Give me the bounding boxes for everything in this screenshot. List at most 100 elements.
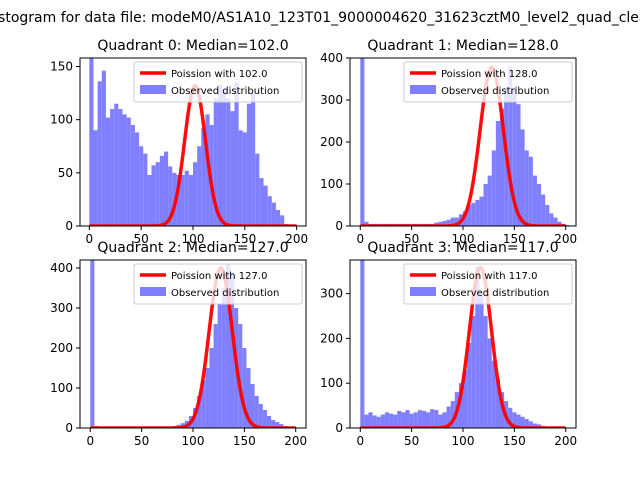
histogram-bar xyxy=(126,117,131,226)
histogram-bar xyxy=(475,199,480,226)
panel-title: Quadrant 0: Median=102.0 xyxy=(97,38,288,54)
legend: Poission with 117.0 Observed distribution xyxy=(403,263,573,305)
histogram-bar xyxy=(254,396,259,428)
legend: Poission with 128.0 Observed distribution xyxy=(403,61,573,103)
plot-area xyxy=(359,260,567,428)
histogram-bar xyxy=(475,266,480,428)
histogram-bar xyxy=(393,414,398,428)
histogram-bar xyxy=(463,369,468,428)
histogram-bar xyxy=(413,412,418,428)
histogram-bar xyxy=(217,304,222,428)
histogram-bar xyxy=(426,412,431,428)
histogram-bar xyxy=(147,174,152,226)
histogram-bar xyxy=(118,109,123,226)
histogram-bar xyxy=(376,416,381,428)
histogram-bar xyxy=(397,410,402,428)
histogram-bar xyxy=(520,129,525,226)
histogram-bar xyxy=(163,151,169,226)
quadrant-panels: 0 50 100 150 200 0 50 100 150 Poission with 102.0… xyxy=(50,38,577,448)
histogram-bar xyxy=(471,316,476,428)
histogram-bar xyxy=(279,424,284,428)
histogram-bar xyxy=(201,380,206,428)
histogram-bar xyxy=(130,124,135,226)
histogram-bar xyxy=(438,414,443,428)
histogram-bar xyxy=(201,128,206,226)
histogram-bar xyxy=(532,175,537,226)
histogram-bar xyxy=(368,412,373,428)
histogram-bar xyxy=(536,184,542,226)
histogram-bar xyxy=(197,146,202,226)
x-tick-label: 0 xyxy=(86,232,94,246)
x-tick-label: 100 xyxy=(182,232,205,246)
histogram-bar xyxy=(553,217,558,226)
histogram-bar xyxy=(151,165,156,226)
legend-line-label: Poission with 128.0 xyxy=(441,69,537,80)
histogram-bar xyxy=(421,410,427,428)
y-tick-label: 100 xyxy=(320,376,343,390)
histogram-bar xyxy=(225,264,230,428)
histogram-bar xyxy=(467,342,472,428)
histogram-bar xyxy=(280,215,285,226)
histogram-bar xyxy=(230,111,235,226)
histogram-bar xyxy=(417,410,422,428)
legend-hist-swatch xyxy=(140,287,166,296)
legend-hist-label: Observed distribution xyxy=(441,86,549,97)
y-tick-label: 400 xyxy=(320,51,343,65)
histogram-bar xyxy=(168,166,173,226)
histogram-bar xyxy=(242,348,247,428)
legend-line-label: Poission with 102.0 xyxy=(171,69,267,80)
histogram-bar xyxy=(221,288,226,428)
y-tick-label: 100 xyxy=(320,177,343,191)
histogram-bar xyxy=(275,210,281,226)
y-tick-label: 0 xyxy=(335,219,343,233)
histogram-bar xyxy=(134,132,140,226)
histogram-bar xyxy=(491,360,496,428)
histogram-bar xyxy=(442,220,447,226)
legend-box xyxy=(403,263,573,305)
x-tick-label: 50 xyxy=(404,232,419,246)
x-tick-label: 200 xyxy=(554,232,577,246)
histogram-bar xyxy=(446,219,451,226)
legend-hist-swatch xyxy=(410,85,436,94)
legend-hist-swatch xyxy=(140,85,166,94)
histogram-bar xyxy=(122,114,127,226)
histogram-bar xyxy=(275,422,280,428)
plot-area xyxy=(88,58,298,226)
y-tick-label: 300 xyxy=(50,301,73,315)
figure-suptitle: Histogram for data file: modeM0/AS1A10_1… xyxy=(0,10,640,26)
histogram-bar xyxy=(438,221,443,226)
y-tick-label: 0 xyxy=(335,421,343,435)
histogram-bar xyxy=(205,114,210,226)
histogram-bar xyxy=(266,416,272,428)
histogram-bar xyxy=(458,383,463,428)
legend-line-label: Poission with 117.0 xyxy=(441,271,537,282)
y-tick-label: 100 xyxy=(50,381,73,395)
histogram-bar xyxy=(434,410,439,428)
histogram-bar xyxy=(271,420,276,428)
histogram-bar xyxy=(524,419,529,428)
x-tick-label: 50 xyxy=(134,434,149,448)
x-tick-label: 50 xyxy=(404,434,419,448)
histogram-bar xyxy=(180,174,185,226)
histogram-bar xyxy=(217,84,223,226)
legend-hist-label: Observed distribution xyxy=(171,86,279,97)
x-tick-label: 150 xyxy=(503,434,526,448)
histogram-bar xyxy=(263,185,268,226)
panel-quadrant-0: 0 50 100 150 200 0 50 100 150 Poission with 102.0… xyxy=(50,38,308,246)
histogram-bar xyxy=(545,205,550,226)
histogram-bar xyxy=(114,103,119,226)
histogram-bar xyxy=(176,174,181,226)
histogram-bar xyxy=(380,414,385,428)
legend-line-label: Poission with 127.0 xyxy=(171,271,267,282)
histogram-bar xyxy=(499,108,505,226)
histogram-bar xyxy=(213,324,218,428)
histogram-bar xyxy=(364,221,369,226)
histogram-bar xyxy=(271,202,276,226)
histogram-bar xyxy=(442,412,447,428)
histogram-bar xyxy=(360,58,365,226)
histogram-bar xyxy=(250,384,255,428)
histogram-bar xyxy=(450,401,455,428)
histogram-bar xyxy=(262,410,267,428)
histogram-bar xyxy=(491,150,496,226)
